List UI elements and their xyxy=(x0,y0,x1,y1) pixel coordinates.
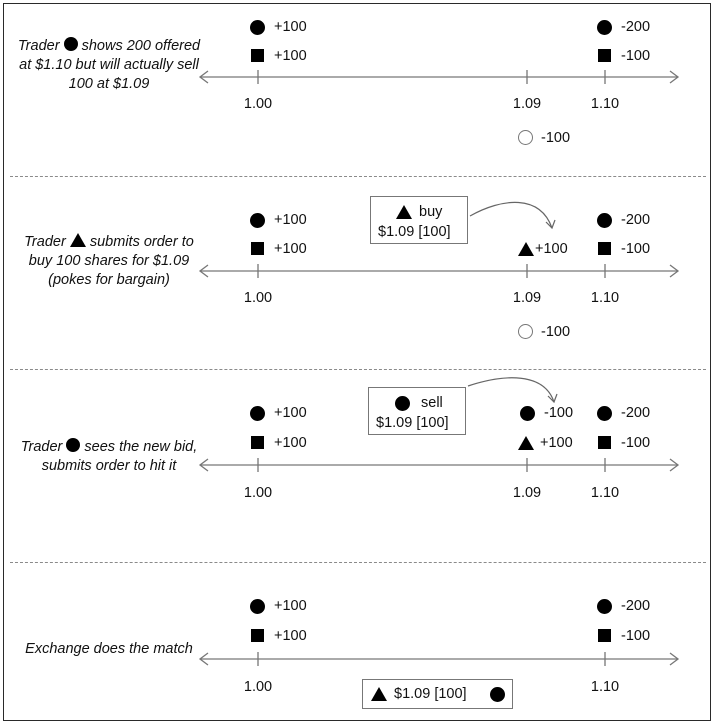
tick-label: 1.10 xyxy=(590,290,620,306)
circle-trader-icon xyxy=(250,213,265,228)
description-prefix: Trader xyxy=(24,234,66,250)
description-prefix: Trader xyxy=(17,38,60,54)
square-trader-icon xyxy=(251,436,264,449)
circle-trader-icon xyxy=(520,406,535,421)
price-axis xyxy=(198,652,680,666)
tick-label: 1.09 xyxy=(512,485,542,501)
order-quantity: +100 xyxy=(274,435,307,451)
tick-label: 1.00 xyxy=(243,679,273,695)
order-quantity: -100 xyxy=(621,435,651,451)
panel-1-description: Trader shows 200 offered at $1.10 but wi… xyxy=(14,37,204,94)
circle-trader-icon xyxy=(395,396,410,411)
circle-trader-icon xyxy=(250,406,265,421)
triangle-trader-icon xyxy=(396,205,412,219)
triangle-trader-icon xyxy=(371,687,387,701)
tick-label: 1.10 xyxy=(590,96,620,112)
order-quantity: +100 xyxy=(274,598,307,614)
order-quantity: +100 xyxy=(274,212,307,228)
incoming-buy-order: buy $1.09 [100] xyxy=(370,196,468,244)
circle-trader-icon xyxy=(597,406,612,421)
description-text: shows 200 offered at $1.10 but will actu… xyxy=(19,38,201,92)
order-detail: $1.09 [100] xyxy=(378,224,451,240)
square-trader-icon xyxy=(251,49,264,62)
panel-divider xyxy=(10,562,706,563)
price-axis xyxy=(198,264,680,278)
panel-divider xyxy=(10,369,706,370)
panel-3-description: Trader sees the new bid, submits order t… xyxy=(14,438,204,476)
square-trader-icon xyxy=(251,242,264,255)
order-quantity: +100 xyxy=(274,405,307,421)
tick-label: 1.00 xyxy=(243,290,273,306)
order-arrow xyxy=(467,377,558,404)
order-arrow xyxy=(469,201,556,230)
order-side: sell xyxy=(421,395,443,411)
tick-label: 1.09 xyxy=(512,96,542,112)
diagram-frame xyxy=(3,3,711,721)
order-quantity: +100 xyxy=(274,48,307,64)
triangle-trader-icon xyxy=(69,233,86,247)
tick-label: 1.10 xyxy=(590,679,620,695)
price-axis xyxy=(198,458,680,472)
description-text: submits order to buy 100 shares for $1.0… xyxy=(28,234,194,288)
order-quantity: -100 xyxy=(621,241,651,257)
order-quantity: +100 xyxy=(535,241,568,257)
order-quantity: -200 xyxy=(621,19,651,35)
square-trader-icon xyxy=(598,436,611,449)
incoming-sell-order: sell $1.09 [100] xyxy=(368,387,466,435)
panel-4-description: Exchange does the match xyxy=(14,640,204,659)
description-prefix: Trader xyxy=(20,439,63,455)
order-quantity: +100 xyxy=(540,435,573,451)
circle-trader-icon xyxy=(66,438,81,452)
match-detail: $1.09 [100] xyxy=(394,686,467,702)
order-quantity: +100 xyxy=(274,19,307,35)
order-quantity: -100 xyxy=(541,324,571,340)
order-detail: $1.09 [100] xyxy=(376,415,449,431)
tick-label: 1.09 xyxy=(512,290,542,306)
order-quantity: -100 xyxy=(541,130,571,146)
panel-2-description: Trader submits order to buy 100 shares f… xyxy=(14,233,204,290)
matched-trade: $1.09 [100] xyxy=(362,679,513,709)
circle-trader-icon xyxy=(250,599,265,614)
order-quantity: -100 xyxy=(621,48,651,64)
order-quantity: -200 xyxy=(621,405,651,421)
tick-label: 1.00 xyxy=(243,485,273,501)
order-side: buy xyxy=(419,204,443,220)
order-quantity: -200 xyxy=(621,212,651,228)
circle-trader-icon xyxy=(490,687,505,702)
circle-trader-icon xyxy=(597,599,612,614)
tick-label: 1.10 xyxy=(590,485,620,501)
order-quantity: +100 xyxy=(274,241,307,257)
hidden-order-circle-icon xyxy=(518,324,533,339)
circle-trader-icon xyxy=(597,20,612,35)
order-quantity: -200 xyxy=(621,598,651,614)
triangle-trader-icon xyxy=(518,242,534,256)
circle-trader-icon xyxy=(250,20,265,35)
triangle-trader-icon xyxy=(518,436,534,450)
square-trader-icon xyxy=(251,629,264,642)
order-quantity: -100 xyxy=(621,628,651,644)
order-quantity: +100 xyxy=(274,628,307,644)
circle-trader-icon xyxy=(597,213,612,228)
description-text: sees the new bid, submits order to hit i… xyxy=(41,439,198,474)
tick-label: 1.00 xyxy=(243,96,273,112)
hidden-order-circle-icon xyxy=(518,130,533,145)
square-trader-icon xyxy=(598,49,611,62)
square-trader-icon xyxy=(598,242,611,255)
circle-trader-icon xyxy=(63,37,78,51)
panel-divider xyxy=(10,176,706,177)
order-quantity: -100 xyxy=(544,405,574,421)
price-axis xyxy=(198,70,680,84)
description-text: Exchange does the match xyxy=(25,641,193,657)
square-trader-icon xyxy=(598,629,611,642)
